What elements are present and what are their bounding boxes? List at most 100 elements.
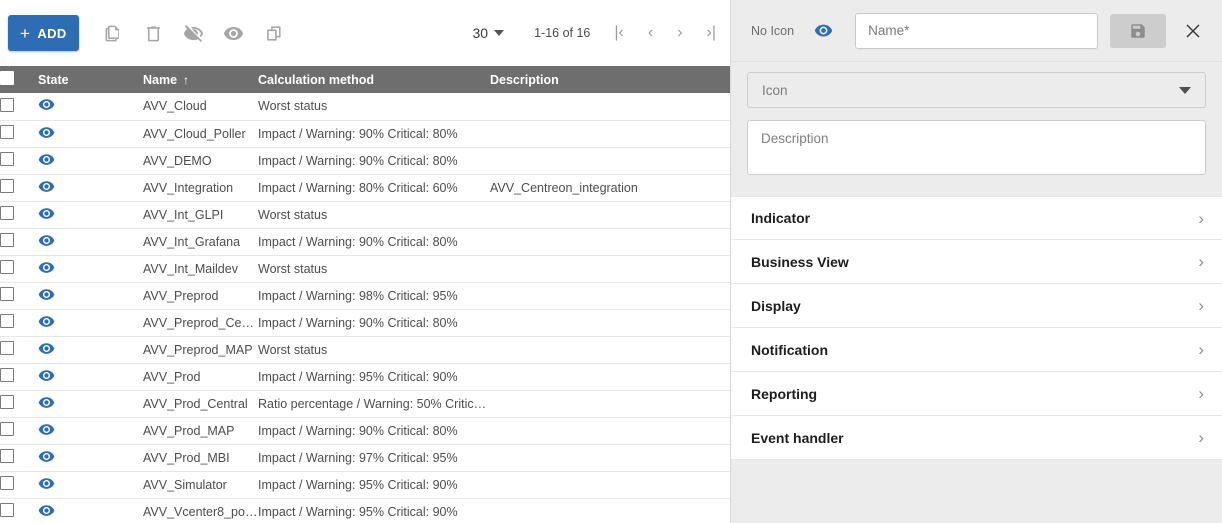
row-state-eye-icon[interactable]	[38, 367, 55, 384]
table-row[interactable]: AVV_Int_Maildev Worst status	[0, 255, 730, 283]
row-select-cell	[0, 282, 38, 310]
row-checkbox[interactable]	[0, 314, 14, 328]
business-activity-table-wrapper: State Name ↑ Calculation method Descripti…	[0, 66, 730, 523]
next-page-button[interactable]: ›	[677, 24, 683, 41]
row-checkbox[interactable]	[0, 152, 14, 166]
row-checkbox[interactable]	[0, 341, 14, 355]
row-name-cell: AVV_Integration	[143, 174, 258, 202]
panel-section-event-handler[interactable]: Event handler ›	[731, 416, 1222, 460]
description-textarea[interactable]	[747, 120, 1206, 175]
business-activity-list-pane: + ADD	[0, 15, 730, 523]
column-header-description[interactable]: Description	[490, 66, 730, 93]
business-activity-table: State Name ↑ Calculation method Descripti…	[0, 66, 730, 523]
eye-off-icon[interactable]	[181, 20, 207, 46]
close-panel-button[interactable]	[1178, 16, 1208, 46]
table-body: AVV_Cloud Worst status AVV_Cloud_Poller Imp…	[0, 93, 730, 523]
row-name-cell: AVV_Int_Maildev	[143, 255, 258, 283]
duplicate-icon[interactable]	[101, 20, 127, 46]
row-calculation-cell: Ratio percentage / Warning: 50% Critical…	[258, 390, 490, 418]
panel-section-display[interactable]: Display ›	[731, 284, 1222, 328]
table-row[interactable]: AVV_Prod_Central Ratio percentage / Warni…	[0, 390, 730, 418]
toolbar-icon-group	[101, 20, 287, 46]
delete-icon[interactable]	[141, 20, 167, 46]
table-row[interactable]: AVV_Simulator Impact / Warning: 95% Criti…	[0, 471, 730, 499]
row-checkbox[interactable]	[0, 206, 14, 220]
row-checkbox[interactable]	[0, 233, 14, 247]
last-page-button[interactable]: ›|	[706, 24, 716, 41]
row-state-cell	[38, 471, 143, 499]
sort-ascending-icon: ↑	[183, 72, 190, 87]
table-header-row: State Name ↑ Calculation method Descripti…	[0, 66, 730, 93]
table-row[interactable]: AVV_Preprod_Central Impact / Warning: 90%…	[0, 309, 730, 337]
table-row[interactable]: AVV_Preprod_MAP Worst status	[0, 336, 730, 364]
table-row[interactable]: AVV_Integration Impact / Warning: 80% Cri…	[0, 174, 730, 202]
eye-icon[interactable]	[221, 20, 247, 46]
row-checkbox[interactable]	[0, 395, 14, 409]
row-state-eye-icon[interactable]	[38, 340, 55, 357]
row-state-eye-icon[interactable]	[38, 502, 55, 519]
row-checkbox[interactable]	[0, 476, 14, 490]
row-select-cell	[0, 363, 38, 391]
pagination-range: 1-16 of 16	[534, 26, 591, 40]
chevron-down-icon	[1179, 86, 1191, 94]
panel-form: Icon	[731, 62, 1222, 196]
row-checkbox[interactable]	[0, 287, 14, 301]
row-checkbox[interactable]	[0, 125, 14, 139]
row-checkbox[interactable]	[0, 503, 14, 517]
row-state-eye-icon[interactable]	[38, 394, 55, 411]
row-state-eye-icon[interactable]	[38, 96, 55, 113]
first-page-button[interactable]: |‹	[614, 24, 624, 41]
row-state-eye-icon[interactable]	[38, 124, 55, 141]
row-state-eye-icon[interactable]	[38, 421, 55, 438]
row-state-eye-icon[interactable]	[38, 205, 55, 222]
panel-section-indicator[interactable]: Indicator ›	[731, 196, 1222, 240]
row-state-eye-icon[interactable]	[38, 313, 55, 330]
row-calculation-cell: Impact / Warning: 97% Critical: 95%	[258, 444, 490, 472]
row-description-cell	[490, 444, 730, 472]
icon-select[interactable]: Icon	[747, 72, 1206, 108]
table-row[interactable]: AVV_Prod Impact / Warning: 95% Critical: …	[0, 363, 730, 391]
row-select-cell	[0, 147, 38, 175]
table-row[interactable]: AVV_Cloud_Poller Impact / Warning: 90% Cr…	[0, 120, 730, 148]
row-checkbox[interactable]	[0, 422, 14, 436]
row-state-eye-icon[interactable]	[38, 232, 55, 249]
table-row[interactable]: AVV_Cloud Worst status	[0, 93, 730, 121]
row-state-eye-icon[interactable]	[38, 448, 55, 465]
row-checkbox[interactable]	[0, 368, 14, 382]
row-state-eye-icon[interactable]	[38, 178, 55, 195]
massive-change-icon[interactable]	[261, 20, 287, 46]
row-checkbox[interactable]	[0, 260, 14, 274]
row-description-cell: AVV_Centreon_integration	[490, 174, 730, 202]
panel-section-reporting[interactable]: Reporting ›	[731, 372, 1222, 416]
table-row[interactable]: AVV_Vcenter8_poller Impact / Warning: 95%…	[0, 498, 730, 523]
row-checkbox[interactable]	[0, 179, 14, 193]
table-row[interactable]: AVV_Preprod Impact / Warning: 98% Critica…	[0, 282, 730, 310]
previous-page-button[interactable]: ‹	[647, 24, 654, 41]
row-description-cell	[490, 471, 730, 499]
row-state-eye-icon[interactable]	[38, 151, 55, 168]
panel-section-notification[interactable]: Notification ›	[731, 328, 1222, 372]
column-header-calculation-method[interactable]: Calculation method	[258, 66, 490, 93]
table-row[interactable]: AVV_Int_GLPI Worst status	[0, 201, 730, 229]
column-header-state[interactable]: State	[38, 66, 143, 93]
row-checkbox[interactable]	[0, 449, 14, 463]
name-input[interactable]	[855, 12, 1098, 49]
add-button[interactable]: + ADD	[8, 15, 79, 51]
row-state-eye-icon[interactable]	[38, 475, 55, 492]
table-row[interactable]: AVV_Int_Grafana Impact / Warning: 90% Cri…	[0, 228, 730, 256]
column-header-name[interactable]: Name ↑	[143, 66, 258, 93]
page-size-selector[interactable]: 30	[473, 25, 505, 41]
table-row[interactable]: AVV_DEMO Impact / Warning: 90% Critical: …	[0, 147, 730, 175]
save-button[interactable]	[1110, 13, 1166, 48]
row-state-eye-icon[interactable]	[38, 286, 55, 303]
table-row[interactable]: AVV_Prod_MBI Impact / Warning: 97% Critic…	[0, 444, 730, 472]
table-row[interactable]: AVV_Prod_MAP Impact / Warning: 90% Critic…	[0, 417, 730, 445]
panel-section-business-view[interactable]: Business View ›	[731, 240, 1222, 284]
row-select-cell	[0, 498, 38, 523]
row-state-cell	[38, 282, 143, 310]
visibility-eye-icon[interactable]	[814, 21, 833, 40]
chevron-right-icon: ›	[1198, 296, 1204, 315]
select-all-checkbox[interactable]	[0, 71, 14, 85]
row-state-eye-icon[interactable]	[38, 259, 55, 276]
row-checkbox[interactable]	[0, 97, 14, 112]
